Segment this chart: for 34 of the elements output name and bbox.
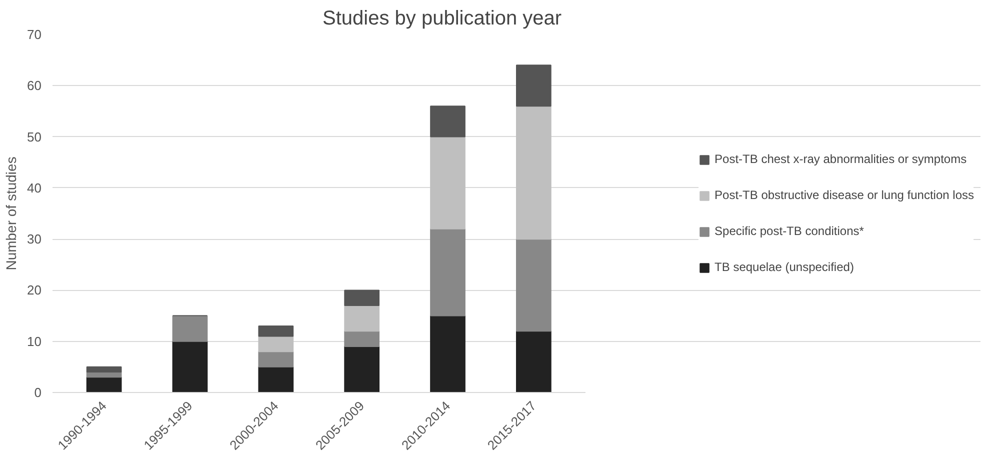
chart-title: Studies by publication year (322, 8, 562, 30)
y-tick-label: 70 (27, 27, 42, 42)
bar (430, 315, 466, 392)
y-tick-label: 60 (27, 78, 42, 94)
bar (86, 376, 122, 392)
bar (344, 290, 380, 306)
bar (172, 340, 208, 392)
bar (344, 305, 380, 332)
legend-label: Post-TB obstructive disease or lung function loss (714, 188, 974, 202)
y-tick-label: 30 (27, 232, 42, 247)
y-tick-label: 50 (27, 129, 42, 144)
bar (430, 106, 466, 138)
y-axis-title: Number of studies (3, 156, 20, 270)
bar (86, 366, 122, 373)
bar (516, 106, 552, 240)
bar (258, 336, 294, 352)
y-tick-label: 0 (34, 385, 42, 400)
bar (430, 228, 466, 316)
legend-label: Post-TB chest x-ray abnormalities or symptoms (714, 152, 967, 166)
bar (516, 64, 552, 107)
bar (258, 351, 294, 368)
y-tick-label: 40 (27, 180, 42, 196)
y-tick-label: 20 (27, 282, 42, 298)
bar (344, 346, 380, 392)
bar (258, 326, 294, 337)
legend-label: TB sequelae (unspecified) (714, 260, 854, 274)
bar (516, 330, 552, 392)
legend-label: Specific post-TB conditions* (714, 224, 864, 238)
y-tick-label: 10 (27, 334, 42, 349)
bar (258, 366, 294, 392)
bar (344, 330, 380, 347)
bar (172, 315, 208, 342)
bar (516, 238, 552, 332)
bar (430, 136, 466, 230)
